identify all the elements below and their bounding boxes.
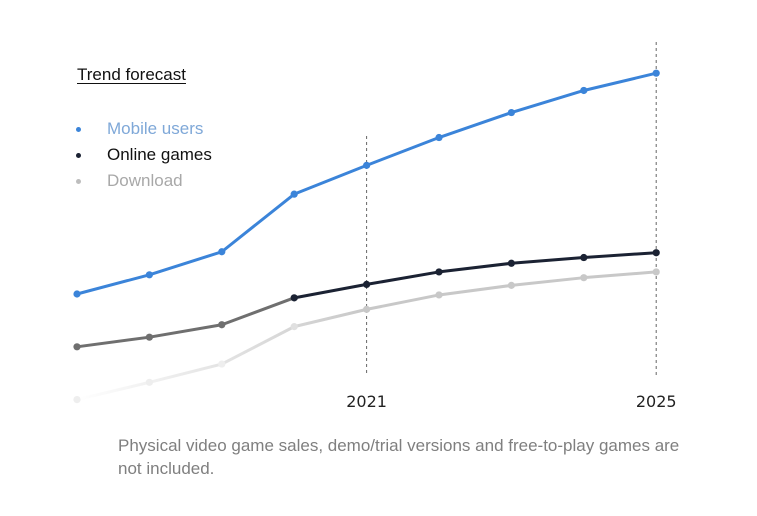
data-point-download-2025 xyxy=(652,268,660,276)
legend-label-mobile-users: Mobile users xyxy=(107,119,204,138)
data-point-download-2024 xyxy=(580,274,588,282)
x-tick-label-2021: 2021 xyxy=(346,392,387,411)
legend-marker-online-games xyxy=(76,152,81,158)
data-point-online-games-2018 xyxy=(145,333,153,341)
data-point-mobile-users-2019 xyxy=(218,248,226,256)
legend-marker-download xyxy=(76,178,81,184)
legend-item-online-games: Online games xyxy=(76,142,212,168)
legend-label-download: Download xyxy=(107,171,183,190)
data-point-download-2023 xyxy=(507,281,515,289)
data-point-online-games-2022 xyxy=(435,268,443,276)
data-point-online-games-2017 xyxy=(73,343,81,351)
data-point-download-2019 xyxy=(218,360,226,368)
data-point-online-games-2021 xyxy=(363,280,371,288)
series-line-online-games xyxy=(292,251,658,300)
x-tick-label-2025: 2025 xyxy=(636,392,677,411)
legend: Mobile users Online games Download xyxy=(76,116,212,194)
data-point-online-games-2020 xyxy=(290,294,298,302)
data-point-download-2017 xyxy=(73,396,81,404)
data-point-mobile-users-2024 xyxy=(580,86,588,95)
data-point-mobile-users-2023 xyxy=(507,108,515,117)
data-point-mobile-users-2018 xyxy=(145,271,153,279)
data-point-download-2020 xyxy=(290,323,298,331)
series-line-online-games-early xyxy=(75,296,296,349)
chart-title: Trend forecast xyxy=(77,65,186,84)
data-point-download-2022 xyxy=(435,291,443,299)
legend-item-mobile-users: Mobile users xyxy=(76,116,212,142)
data-point-online-games-2025 xyxy=(652,249,660,257)
data-point-mobile-users-2017 xyxy=(73,290,81,298)
legend-marker-mobile-users xyxy=(76,126,81,132)
data-point-download-2021 xyxy=(363,305,371,313)
legend-item-download: Download xyxy=(76,168,212,194)
chart-footnote: Physical video game sales, demo/trial ve… xyxy=(118,436,680,478)
data-point-online-games-2024 xyxy=(580,253,588,262)
data-point-mobile-users-2020 xyxy=(290,190,298,198)
data-point-mobile-users-2021 xyxy=(363,161,371,169)
data-point-mobile-users-2022 xyxy=(435,133,443,142)
data-point-online-games-2019 xyxy=(218,321,226,329)
data-point-online-games-2023 xyxy=(507,259,515,267)
legend-label-online-games: Online games xyxy=(107,145,212,164)
data-point-download-2018 xyxy=(145,378,153,386)
data-point-mobile-users-2025 xyxy=(652,69,660,77)
